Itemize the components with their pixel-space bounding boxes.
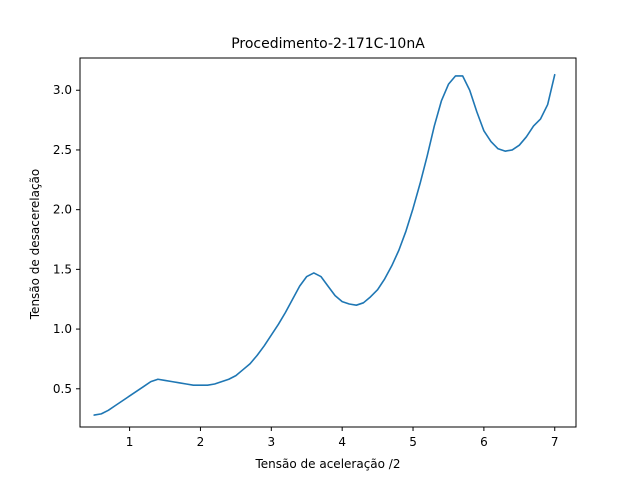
y-tick-label: 1.5 — [53, 262, 72, 276]
x-tick-label: 2 — [197, 435, 205, 449]
x-tick-label: 4 — [338, 435, 346, 449]
y-tick-label: 1.0 — [53, 322, 72, 336]
y-axis-ticks: 0.5 1.0 1.5 2.0 2.5 3.0 — [53, 83, 80, 396]
x-tick-label: 7 — [551, 435, 559, 449]
y-tick-label: 3.0 — [53, 83, 72, 97]
plot-frame — [79, 57, 577, 428]
y-tick-label: 2.0 — [53, 203, 72, 217]
y-axis-label: Tensão de desacerelação — [28, 169, 42, 320]
x-tick-label: 5 — [409, 435, 417, 449]
data-series-line — [93, 73, 556, 416]
x-axis-label: Tensão de aceleração /2 — [255, 457, 401, 471]
chart-title: Procedimento-2-171C-10nA — [231, 36, 425, 52]
plot-area — [93, 73, 556, 416]
y-tick-label: 2.5 — [53, 143, 72, 157]
x-tick-label: 1 — [126, 435, 134, 449]
x-tick-label: 6 — [480, 435, 488, 449]
x-axis-ticks: 1 2 3 4 5 6 7 — [126, 427, 559, 449]
x-tick-label: 3 — [267, 435, 275, 449]
y-tick-label: 0.5 — [53, 382, 72, 396]
